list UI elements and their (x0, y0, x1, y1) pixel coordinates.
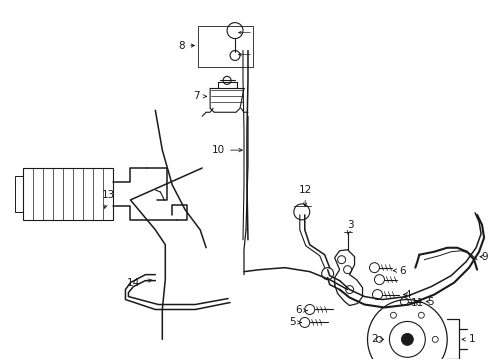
Text: 13: 13 (102, 190, 115, 208)
Text: 5: 5 (426, 297, 433, 306)
Text: 1: 1 (461, 334, 475, 345)
Circle shape (376, 336, 382, 342)
Text: 12: 12 (299, 185, 312, 206)
Text: 10: 10 (211, 145, 242, 155)
Text: 8: 8 (178, 41, 194, 50)
Text: 4: 4 (403, 289, 410, 300)
Bar (23, 168, 112, 220)
Circle shape (417, 312, 424, 318)
Circle shape (401, 333, 412, 345)
Text: 6: 6 (295, 306, 307, 315)
Text: 5: 5 (288, 318, 301, 328)
Bar (15, 176, 23, 212)
Text: 9: 9 (479, 252, 487, 262)
Circle shape (431, 336, 437, 342)
Text: 14: 14 (127, 278, 151, 288)
Bar (198, 26, 252, 67)
Circle shape (389, 312, 396, 318)
Text: 6: 6 (392, 266, 405, 276)
Text: 7: 7 (193, 91, 206, 101)
Text: 2: 2 (370, 334, 383, 345)
Text: 3: 3 (346, 220, 353, 234)
Text: 11: 11 (410, 298, 423, 307)
